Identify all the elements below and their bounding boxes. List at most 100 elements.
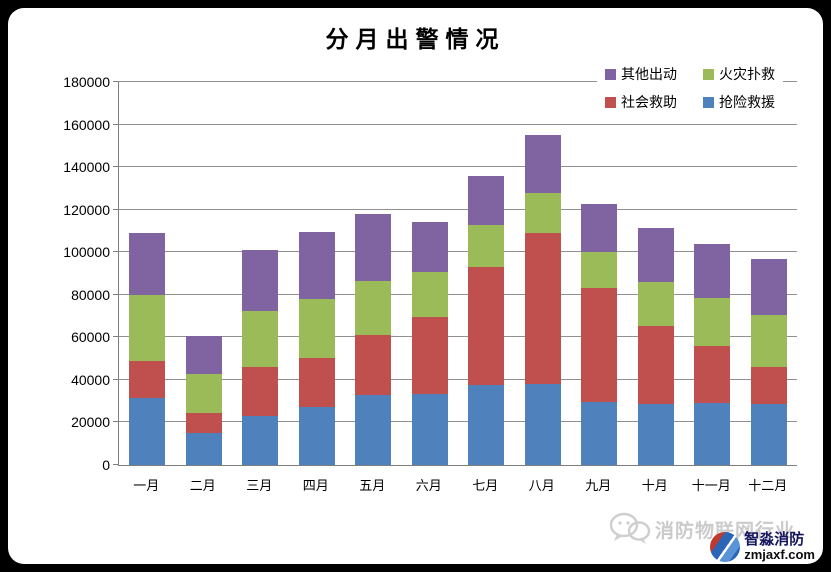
- y-axis-tick-label: 40000: [71, 371, 110, 388]
- gridline: [119, 336, 797, 338]
- x-axis-labels: 一月 二月 三月 四月 五月 六月 七月 八月 九月 十月 十一月 十二月: [118, 471, 796, 497]
- legend-swatch-icon: [703, 96, 714, 108]
- segment-火灾扑救: [750, 315, 787, 368]
- segment-其他出动: [524, 135, 561, 193]
- bar-十二月: [741, 82, 798, 465]
- segment-社会救助: [411, 317, 448, 394]
- gridline: [119, 123, 797, 125]
- gridline: [119, 251, 797, 253]
- legend-label: 社会救助: [621, 94, 677, 110]
- y-axis-tick: [113, 251, 119, 253]
- gridline: [119, 293, 797, 295]
- stacked-bar: [694, 82, 731, 465]
- segment-社会救助: [637, 325, 674, 405]
- x-axis-tick-label: 七月: [472, 477, 499, 493]
- segment-社会救助: [355, 335, 392, 395]
- segment-其他出动: [185, 336, 222, 374]
- segment-其他出动: [242, 250, 279, 311]
- legend-swatch-icon: [703, 68, 714, 80]
- x-axis-tick-label: 一月: [133, 477, 160, 493]
- y-axis-labels: 0 20000 40000 60000 80000 100000 120000 140000 1…: [8, 74, 110, 473]
- segment-抢险救援: [524, 384, 561, 465]
- segment-其他出动: [355, 213, 392, 281]
- stacked-bar: [129, 82, 166, 465]
- x-axis-tick-label: 十一月: [691, 477, 731, 493]
- y-axis-tick: [113, 293, 119, 295]
- stacked-bar: [750, 82, 787, 465]
- segment-抢险救援: [750, 404, 787, 465]
- legend-swatch-icon: [605, 68, 616, 80]
- watermark-industry-row: 消防物联网行业: [609, 512, 795, 546]
- legend-label: 其他出动: [621, 66, 677, 82]
- stacked-bar: [581, 82, 618, 465]
- segment-社会救助: [524, 233, 561, 385]
- segment-抢险救援: [637, 404, 674, 465]
- segment-火灾扑救: [524, 192, 561, 234]
- bar-七月: [458, 82, 515, 465]
- segment-火灾扑救: [637, 282, 674, 326]
- segment-抢险救援: [242, 416, 279, 465]
- legend-swatch-icon: [605, 96, 616, 108]
- bar-十一月: [684, 82, 741, 465]
- segment-其他出动: [468, 175, 505, 225]
- segment-社会救助: [750, 367, 787, 405]
- legend-label: 火灾扑救: [719, 66, 775, 82]
- stacked-bar: [411, 82, 448, 465]
- y-axis-tick: [113, 421, 119, 423]
- segment-社会救助: [129, 360, 166, 398]
- segment-火灾扑救: [242, 310, 279, 368]
- segment-社会救助: [694, 345, 731, 404]
- segment-火灾扑救: [355, 280, 392, 336]
- segment-抢险救援: [129, 397, 166, 465]
- segment-社会救助: [468, 267, 505, 386]
- y-axis-tick: [113, 166, 119, 168]
- segment-其他出动: [298, 232, 335, 300]
- x-axis-tick-label: 二月: [189, 477, 216, 493]
- segment-抢险救援: [581, 402, 618, 465]
- watermark-brand-name: 智淼消防: [744, 531, 805, 549]
- bar-六月: [402, 82, 459, 465]
- bar-一月: [119, 82, 176, 465]
- watermark: 消防物联网行业 智淼消防 zmjaxf.com: [609, 504, 821, 562]
- x-axis-tick-label: 十二月: [748, 477, 788, 493]
- y-axis-tick-label: 0: [102, 457, 110, 473]
- segment-火灾扑救: [468, 224, 505, 268]
- y-axis-tick-label: 60000: [71, 329, 110, 346]
- legend-item-其他出动: 其他出动: [605, 64, 677, 84]
- legend-item-抢险救援: 抢险救援: [703, 92, 775, 112]
- stacked-bar: [468, 82, 505, 465]
- segment-火灾扑救: [129, 294, 166, 361]
- x-axis-tick-label: 三月: [246, 477, 273, 493]
- y-axis-tick-label: 140000: [63, 159, 110, 176]
- y-axis-tick: [113, 208, 119, 210]
- brand-logo-icon: [710, 532, 741, 562]
- bar-四月: [289, 82, 346, 465]
- segment-其他出动: [129, 233, 166, 295]
- segment-其他出动: [750, 258, 787, 315]
- bar-二月: [176, 82, 233, 465]
- segment-抢险救援: [355, 394, 392, 465]
- segment-火灾扑救: [694, 297, 731, 346]
- x-axis-tick-label: 四月: [302, 477, 329, 493]
- x-axis-tick-label: 十月: [641, 477, 668, 493]
- segment-社会救助: [242, 367, 279, 417]
- bar-五月: [345, 82, 402, 465]
- stacked-bar: [637, 82, 674, 465]
- x-axis-tick-label: 六月: [415, 477, 442, 493]
- x-axis-tick-label: 五月: [359, 477, 386, 493]
- y-axis-tick-label: 100000: [63, 244, 110, 261]
- y-axis-tick: [113, 81, 119, 82]
- bars: [119, 82, 797, 465]
- segment-抢险救援: [468, 385, 505, 465]
- y-axis-tick: [113, 378, 119, 380]
- segment-其他出动: [581, 204, 618, 253]
- gridline: [119, 208, 797, 210]
- segment-其他出动: [637, 227, 674, 283]
- gridline: [119, 81, 797, 82]
- wechat-bubbles-icon: [609, 512, 651, 544]
- segment-社会救助: [185, 412, 222, 434]
- gridline: [119, 166, 797, 168]
- segment-社会救助: [298, 357, 335, 407]
- chart-legend: 其他出动 火灾扑救社会救助 抢险救援: [597, 60, 783, 116]
- segment-抢险救援: [185, 433, 222, 465]
